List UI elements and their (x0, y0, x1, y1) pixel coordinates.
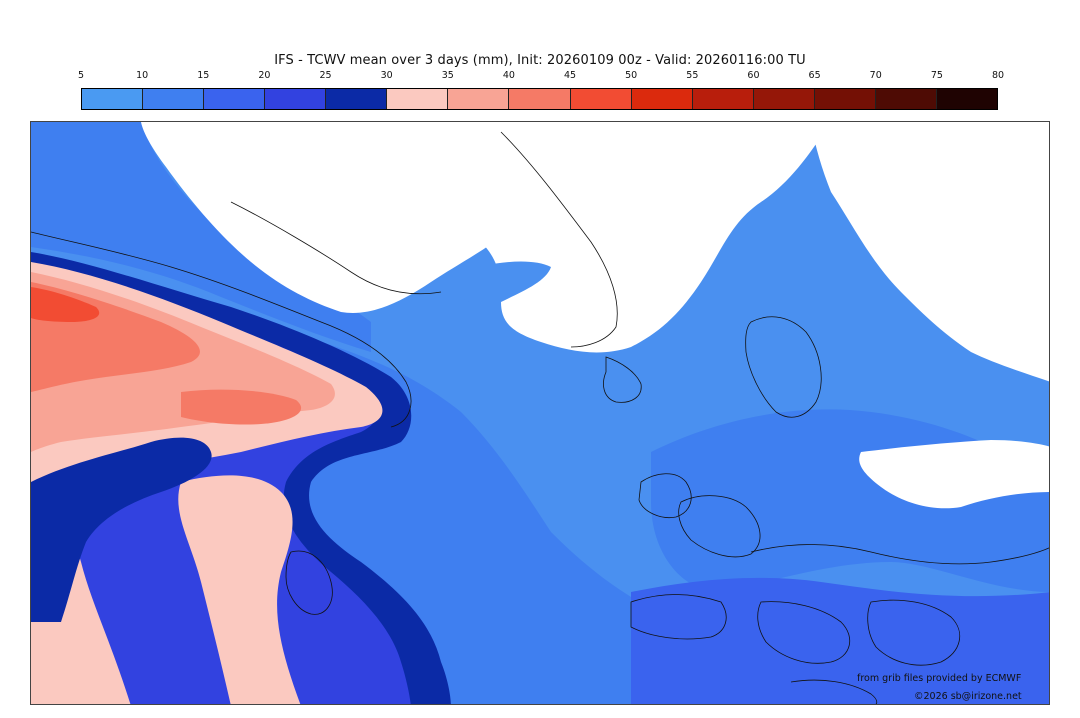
coastlines (31, 131, 1049, 704)
dry-region-greenland (461, 122, 831, 353)
tcwv-map (31, 122, 1049, 704)
tcwv-field-30-35-lower (178, 475, 301, 704)
colorbar-tick-label: 45 (564, 70, 577, 81)
colorbar-tick-label: 35 (441, 70, 454, 81)
colorbar-tick-label: 40 (502, 70, 515, 81)
colorbar-tick-label: 55 (686, 70, 699, 81)
colorbar-segment (143, 89, 205, 109)
colorbar-tick-label: 65 (808, 70, 821, 81)
dry-region-russia (859, 440, 1049, 509)
colorbar-segment (814, 89, 876, 109)
colorbar-tick-label: 70 (869, 70, 882, 81)
colorbar-ticks: 5 10 15 20 25 30 35 40 45 50 55 60 65 70 75 80 (77, 70, 1004, 84)
colorbar-tick-label: 15 (197, 70, 210, 81)
dry-region-scandinavia (811, 122, 1049, 382)
colorbar-tick-label: 50 (625, 70, 638, 81)
colorbar-tick-label: 25 (319, 70, 332, 81)
colorbar-segment (753, 89, 815, 109)
colorbar-tick-label: 60 (747, 70, 760, 81)
colorbar-segment (204, 89, 266, 109)
map-title: IFS - TCWV mean over 3 days (mm), Init: … (274, 53, 806, 68)
colorbar-tick-label: 30 (380, 70, 393, 81)
tcwv-field-greenland-inlet (456, 261, 551, 304)
map-panel (30, 121, 1050, 705)
colorbar-segment (82, 89, 144, 109)
tcwv-field-dark-tongue (31, 437, 212, 622)
colorbar-segment (692, 89, 754, 109)
colorbar-tick-label: 5 (77, 70, 85, 81)
tcwv-field-10-15-canada (31, 122, 371, 352)
colorbar-tick-label: 10 (136, 70, 149, 81)
colorbar-segment (448, 89, 510, 109)
colorbar-segment (875, 89, 937, 109)
colorbar-segment (631, 89, 693, 109)
colorbar-segment (387, 89, 449, 109)
copyright-credit: ©2026 sb@irizone.net (914, 691, 1022, 702)
tcwv-field-40-45-core2 (181, 389, 302, 425)
colorbar-segment (570, 89, 632, 109)
colorbar-tick-label: 80 (991, 70, 1005, 81)
colorbar-segment (509, 89, 571, 109)
tcwv-field-45-50 (31, 287, 100, 322)
colorbar-tick-label: 75 (930, 70, 943, 81)
source-credit: from grib files provided by ECMWF (857, 673, 1022, 684)
colorbar (81, 88, 998, 110)
colorbar-tick-label: 20 (258, 70, 271, 81)
colorbar-segment (265, 89, 327, 109)
tcwv-field-15-20-med (631, 577, 1049, 704)
colorbar-segment (936, 89, 997, 109)
colorbar-segment (326, 89, 388, 109)
